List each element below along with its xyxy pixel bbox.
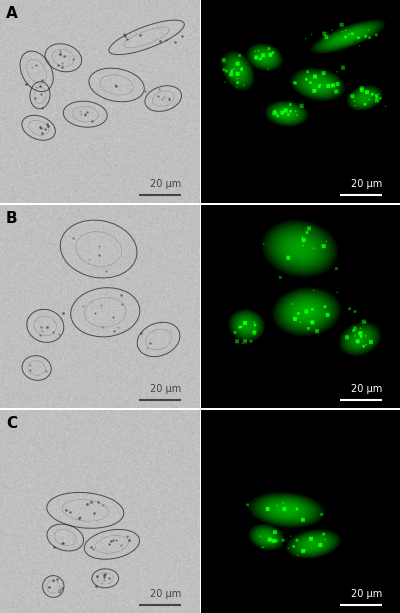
Text: A: A (6, 6, 18, 21)
Text: 20 μm: 20 μm (150, 588, 181, 599)
Text: 20 μm: 20 μm (351, 588, 382, 599)
Text: B: B (6, 211, 18, 226)
Text: 20 μm: 20 μm (150, 384, 181, 394)
Text: 20 μm: 20 μm (351, 179, 382, 189)
Text: 20 μm: 20 μm (150, 179, 181, 189)
Text: 20 μm: 20 μm (351, 384, 382, 394)
Text: C: C (6, 416, 17, 431)
